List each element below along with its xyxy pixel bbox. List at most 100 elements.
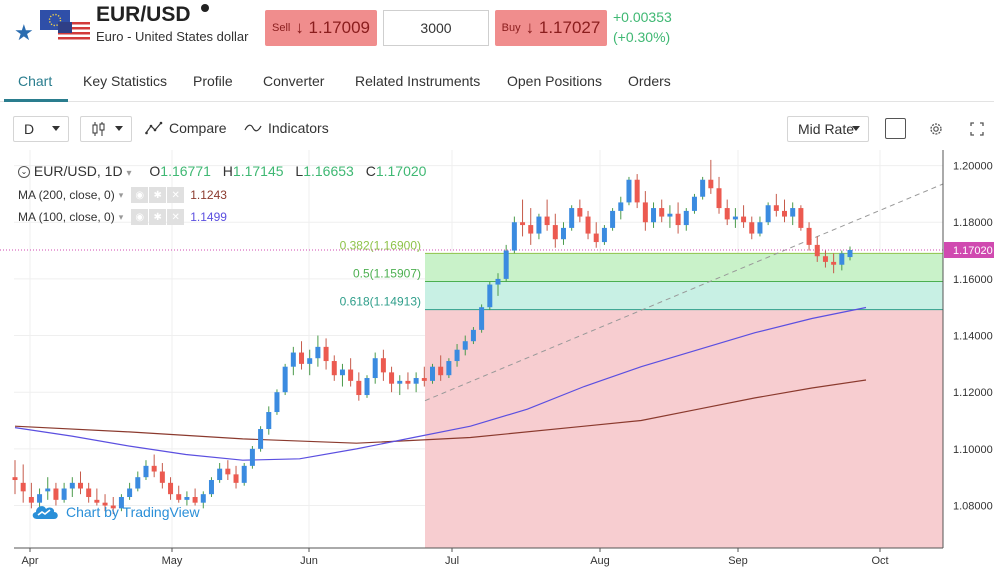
fib-zone-05: [425, 281, 943, 310]
candle-body: [806, 227, 812, 245]
tab-key-statistics[interactable]: Key Statistics: [83, 73, 168, 89]
chevron-down-icon[interactable]: ▾: [126, 168, 132, 179]
x-tick-label: Aug: [590, 555, 610, 567]
candle-body: [724, 208, 730, 220]
ma100-label: MA (100, close, 0): [18, 210, 115, 224]
close-value: 1.17020: [375, 163, 427, 179]
indicators-button[interactable]: Indicators: [244, 120, 329, 136]
candle-body: [28, 497, 34, 503]
candle-body: [560, 227, 566, 240]
candle-body: [331, 361, 337, 376]
quantity-input[interactable]: 3000: [383, 10, 489, 46]
tab-converter[interactable]: Converter: [263, 73, 325, 89]
candle-body: [159, 471, 165, 483]
gear-icon[interactable]: ✱: [149, 209, 167, 225]
candle-body: [413, 378, 419, 384]
sell-price: ↓ 1.17009: [295, 18, 371, 37]
candle-body: [552, 225, 558, 240]
x-tick-label: Jul: [445, 555, 459, 567]
candle-body: [773, 205, 779, 211]
high-value: 1.17145: [232, 163, 284, 179]
candle-body: [831, 261, 837, 265]
compare-button[interactable]: Compare: [145, 120, 227, 136]
candle-body: [69, 482, 75, 489]
chart-type-select[interactable]: [80, 116, 132, 142]
candle-body: [569, 208, 575, 228]
candle-body: [749, 222, 755, 234]
ma100-legend: MA (100, close, 0) ▾ ◉ ✱ ✕ 1.1499: [18, 209, 227, 225]
ohlc-legend: ⌄ EUR/USD, 1D ▾ O1.16771 H1.17145 L1.166…: [18, 163, 426, 179]
candle-body: [356, 380, 362, 396]
candle-body: [757, 222, 763, 234]
gear-icon[interactable]: ✱: [149, 187, 167, 203]
candle-body: [618, 202, 624, 211]
x-tick-label: Sep: [728, 555, 748, 567]
buy-label: Buy: [501, 22, 521, 34]
collapse-icon[interactable]: ⌄: [18, 166, 30, 179]
ma200-legend: MA (200, close, 0) ▾ ◉ ✱ ✕ 1.1243: [18, 187, 227, 203]
tab-profile[interactable]: Profile: [193, 73, 233, 89]
candle-body: [241, 465, 247, 483]
tradingview-watermark[interactable]: Chart by TradingView: [30, 501, 200, 523]
y-tick-label: 1.08000: [953, 501, 993, 513]
ma200-value: 1.1243: [190, 188, 227, 202]
candle-body: [135, 477, 141, 489]
chevron-down-icon[interactable]: ▾: [118, 211, 124, 222]
tab-related-instruments[interactable]: Related Instruments: [355, 73, 481, 89]
candle-body: [225, 468, 231, 475]
eye-icon[interactable]: ◉: [131, 209, 149, 225]
eye-icon[interactable]: ◉: [131, 187, 149, 203]
candlestick-icon: [92, 122, 105, 136]
close-icon[interactable]: ✕: [167, 209, 185, 225]
candle-body: [86, 488, 92, 498]
price-chart[interactable]: 1.20000 1.18000 1.16000 1.14000 1.12000 1.100…: [0, 150, 994, 573]
candle-body: [659, 208, 665, 217]
tab-chart[interactable]: Chart: [18, 73, 53, 89]
fib-zone-0618: [425, 309, 943, 548]
candle-body: [536, 216, 542, 234]
candle-body: [249, 448, 255, 466]
chevron-down-icon[interactable]: ▾: [118, 189, 124, 200]
candle-body: [45, 488, 51, 492]
candle-body: [339, 369, 345, 376]
y-tick-label: 1.20000: [953, 161, 993, 173]
interval-value: D: [24, 121, 35, 137]
tab-orders[interactable]: Orders: [628, 73, 671, 89]
y-tick-label: 1.12000: [953, 387, 993, 399]
candle-body: [200, 494, 206, 503]
candle-body: [208, 480, 214, 495]
candle-body: [520, 222, 526, 226]
candle-body: [118, 497, 124, 509]
candle-body: [528, 225, 534, 234]
interval-select[interactable]: D: [13, 116, 69, 142]
candle-body: [446, 361, 452, 376]
sell-button[interactable]: Sell ↓ 1.17009: [265, 10, 377, 46]
candle-body: [299, 352, 305, 364]
close-label: C: [365, 163, 376, 179]
gear-icon[interactable]: [928, 121, 944, 137]
x-tick-label: May: [162, 555, 183, 567]
candle-body: [765, 205, 771, 223]
tab-bar: Chart Key Statistics Profile Converter R…: [0, 62, 994, 102]
close-icon[interactable]: ✕: [167, 187, 185, 203]
fullscreen-icon[interactable]: [970, 122, 984, 136]
toggle-checkbox[interactable]: [885, 118, 906, 139]
low-label: L: [295, 163, 304, 179]
candle-body: [708, 179, 714, 189]
candle-body: [585, 216, 591, 234]
change-absolute: +0.00353: [613, 9, 672, 25]
candle-body: [127, 488, 133, 498]
chart-toolbar: D Compare Indicators Mid Rate: [0, 112, 994, 146]
candle-body: [438, 366, 444, 376]
candle-body: [315, 346, 321, 359]
star-icon[interactable]: ★: [14, 20, 34, 45]
rate-mode-select[interactable]: Mid Rate: [787, 116, 869, 142]
candle-body: [847, 249, 853, 258]
tab-open-positions[interactable]: Open Positions: [507, 73, 602, 89]
chart-canvas[interactable]: 1.20000 1.18000 1.16000 1.14000 1.12000 1.100…: [0, 150, 994, 573]
y-tick-label: 1.18000: [953, 217, 993, 229]
y-tick-label: 1.16000: [953, 274, 993, 286]
candle-body: [610, 210, 616, 228]
buy-button[interactable]: Buy ↓ 1.17027: [495, 10, 607, 46]
candle-body: [667, 213, 673, 217]
